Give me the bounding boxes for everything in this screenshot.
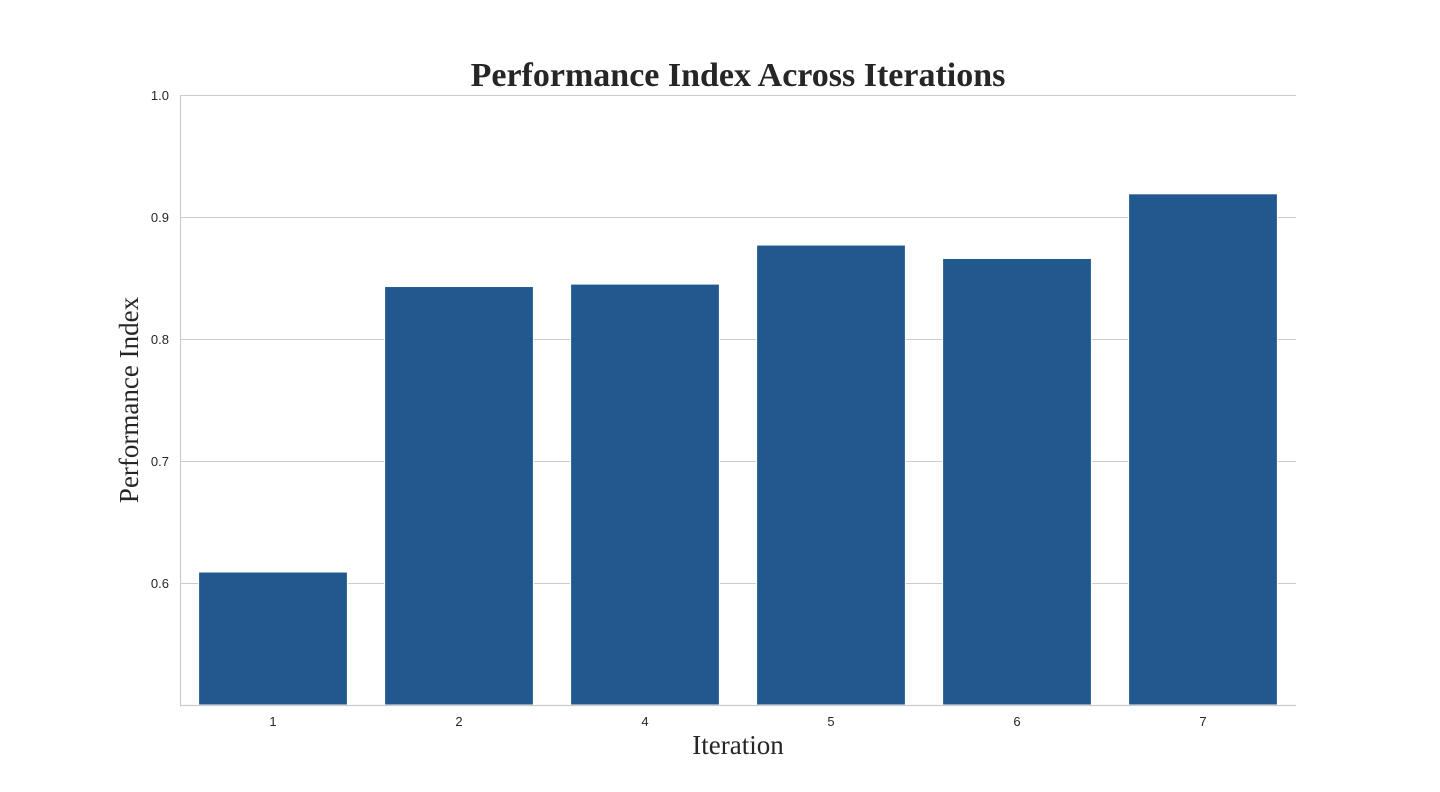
- y-tick-labels: 0.6 0.7 0.8 0.9 1.0: [151, 88, 169, 591]
- x-tick-label: 6: [1013, 714, 1020, 729]
- chart-title: Performance Index Across Iterations: [471, 57, 1006, 94]
- x-tick-label: 5: [827, 714, 834, 729]
- x-tick-label: 7: [1199, 714, 1206, 729]
- bars: [198, 193, 1278, 706]
- y-axis-label: Performance Index: [114, 296, 144, 503]
- y-tick-label: 0.7: [151, 454, 169, 469]
- y-tick-label: 0.6: [151, 576, 169, 591]
- bar-iteration-7: [1128, 193, 1278, 706]
- bar-iteration-4: [570, 283, 720, 706]
- y-tick-label: 0.8: [151, 332, 169, 347]
- bar-iteration-5: [756, 244, 906, 706]
- bar-iteration-6: [942, 257, 1092, 706]
- bar-iteration-1: [198, 571, 348, 706]
- y-tick-label: 0.9: [151, 210, 169, 225]
- x-tick-labels: 1 2 4 5 6 7: [269, 714, 1206, 729]
- x-tick-label: 1: [269, 714, 276, 729]
- x-axis-label: Iteration: [692, 730, 784, 760]
- y-tick-label: 1.0: [151, 88, 169, 103]
- x-tick-label: 4: [641, 714, 648, 729]
- x-tick-label: 2: [455, 714, 462, 729]
- gridlines: [180, 95, 1296, 584]
- bar-iteration-2: [384, 286, 534, 706]
